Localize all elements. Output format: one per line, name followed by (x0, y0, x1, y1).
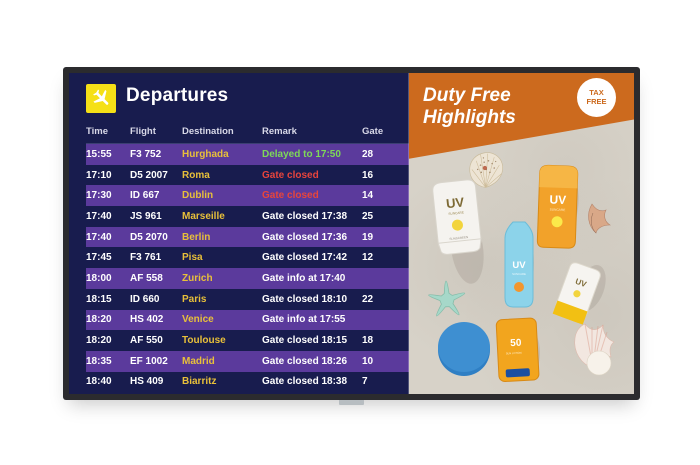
svg-text:50: 50 (510, 338, 522, 350)
svg-text:UV: UV (549, 192, 566, 207)
svg-text:UV: UV (445, 194, 465, 211)
svg-text:UV: UV (512, 260, 526, 271)
svg-text:SUNCARE: SUNCARE (512, 272, 526, 276)
svg-text:SUNCARE: SUNCARE (550, 207, 566, 212)
